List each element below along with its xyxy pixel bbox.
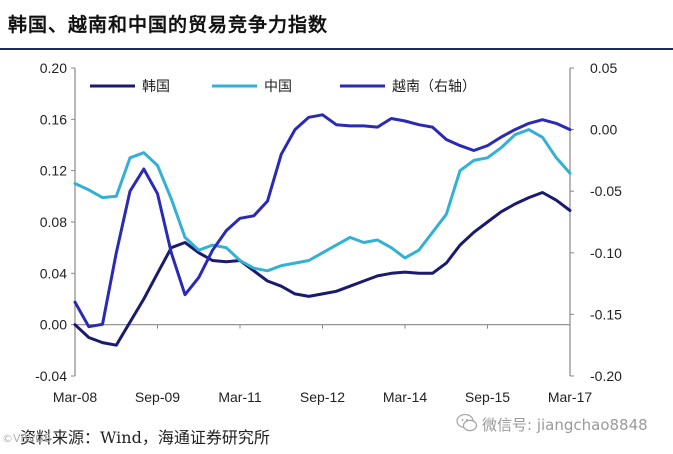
legend-label: 越南（右轴） <box>392 79 476 95</box>
x-tick-label: Sep-12 <box>300 389 345 405</box>
x-tick-label: Mar-17 <box>548 389 593 405</box>
right-tick-label: 0.05 <box>590 60 617 76</box>
x-tick-label: Mar-11 <box>218 389 262 405</box>
series-line-中国 <box>73 128 572 273</box>
corner-mark: ©VBVGB <box>2 432 52 445</box>
right-tick-label: -0.15 <box>590 306 622 322</box>
left-tick-label: 0.12 <box>40 163 67 179</box>
source-text: 资料来源：Wind，海通证券研究所 <box>20 428 270 447</box>
x-tick-label: Sep-09 <box>135 389 180 405</box>
legend-label: 中国 <box>264 79 292 95</box>
chart-title: 韩国、越南和中国的贸易竞争力指数 <box>8 14 329 36</box>
x-tick-label: Mar-08 <box>53 389 98 405</box>
watermark: 微信号: jiangchao8848 <box>482 416 648 434</box>
series-line-越南（右轴） <box>73 113 572 329</box>
right-tick-label: -0.20 <box>590 368 622 384</box>
x-tick-label: Mar-14 <box>383 389 428 405</box>
left-tick-label: 0.04 <box>40 265 67 281</box>
title-rule <box>0 48 673 50</box>
right-tick-label: -0.05 <box>590 183 622 199</box>
left-tick-label: -0.04 <box>35 368 67 384</box>
left-tick-label: 0.20 <box>40 60 67 76</box>
wechat-icon <box>456 413 478 432</box>
series-line-韩国 <box>73 191 572 347</box>
right-tick-label: -0.10 <box>590 245 622 261</box>
x-tick-label: Sep-15 <box>465 389 510 405</box>
left-tick-label: 0.00 <box>40 317 67 333</box>
legend-label: 韩国 <box>142 79 170 95</box>
left-tick-label: 0.16 <box>40 111 67 127</box>
left-tick-label: 0.08 <box>40 214 67 230</box>
right-tick-label: 0.00 <box>590 122 617 138</box>
